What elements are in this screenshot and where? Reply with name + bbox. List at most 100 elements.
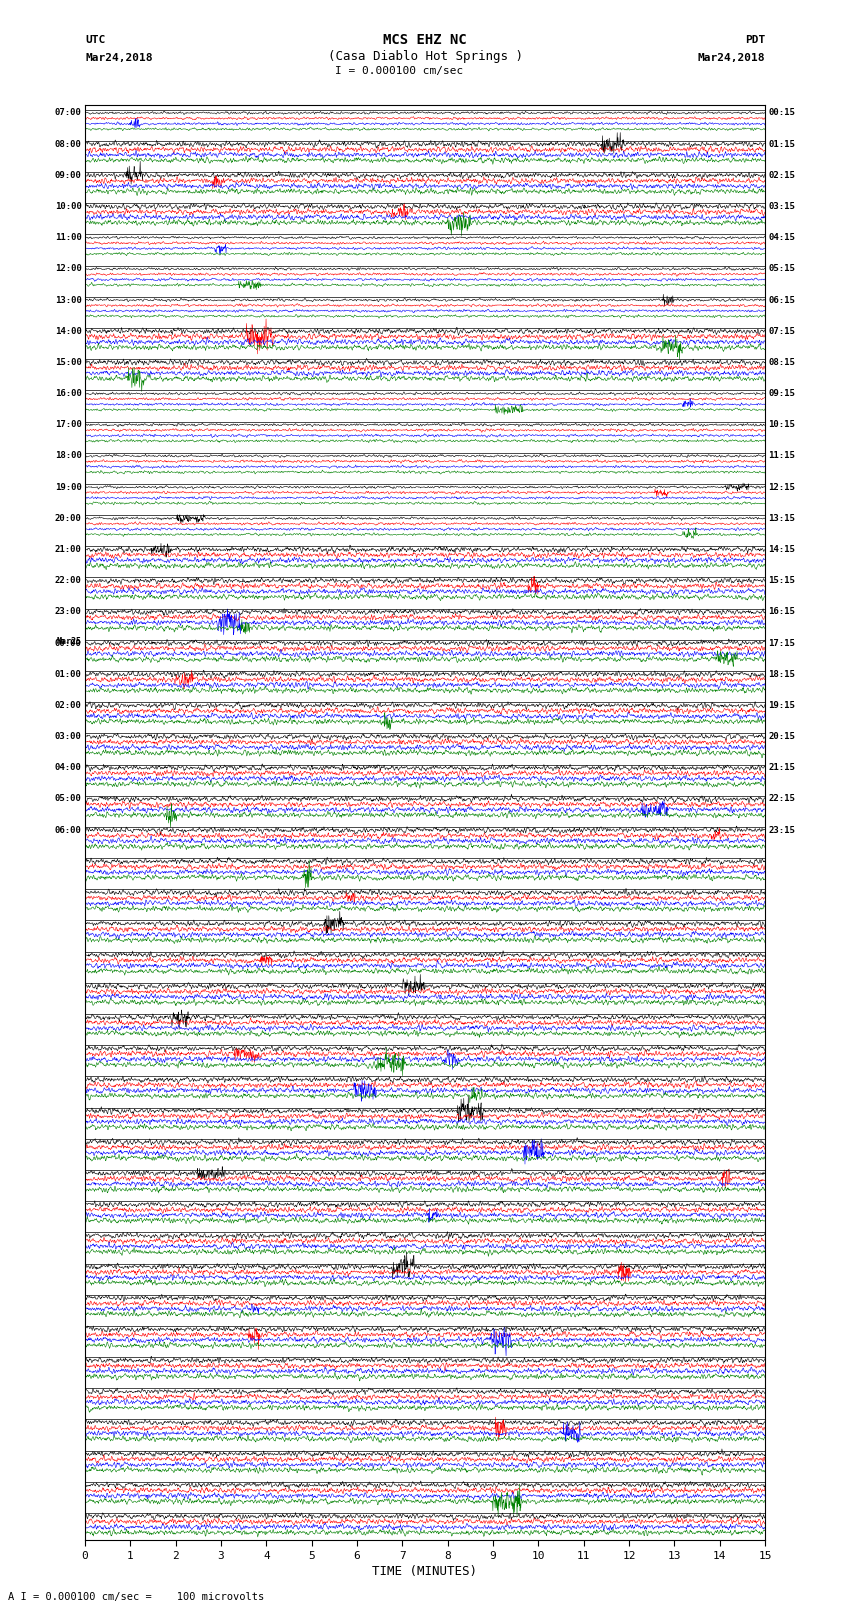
Text: (Casa Diablo Hot Springs ): (Casa Diablo Hot Springs ) — [327, 50, 523, 63]
Text: 04:15: 04:15 — [768, 234, 796, 242]
Text: 01:00: 01:00 — [54, 669, 82, 679]
Text: 09:00: 09:00 — [54, 171, 82, 179]
Text: 10:00: 10:00 — [54, 202, 82, 211]
Text: 01:15: 01:15 — [768, 140, 796, 148]
Text: 10:15: 10:15 — [768, 421, 796, 429]
Bar — [85, 1442, 765, 1452]
Text: 23:00: 23:00 — [54, 608, 82, 616]
Text: 07:00: 07:00 — [54, 108, 82, 118]
Bar — [85, 226, 765, 235]
Bar — [85, 444, 765, 453]
Text: 00:00: 00:00 — [54, 639, 82, 647]
Text: 05:00: 05:00 — [54, 795, 82, 803]
Bar — [85, 600, 765, 610]
Text: 15:15: 15:15 — [768, 576, 796, 586]
Text: 22:15: 22:15 — [768, 795, 796, 803]
Text: 18:15: 18:15 — [768, 669, 796, 679]
Text: 03:00: 03:00 — [54, 732, 82, 740]
Text: 09:15: 09:15 — [768, 389, 796, 398]
Bar — [85, 944, 765, 952]
Text: 20:00: 20:00 — [54, 515, 82, 523]
Text: PDT: PDT — [745, 35, 765, 45]
Bar — [85, 756, 765, 765]
Bar — [85, 631, 765, 640]
Bar — [85, 476, 765, 484]
Text: 19:15: 19:15 — [768, 702, 796, 710]
Bar — [85, 569, 765, 577]
Text: UTC: UTC — [85, 35, 105, 45]
Text: 12:00: 12:00 — [54, 265, 82, 273]
Bar — [85, 1161, 765, 1171]
Bar — [85, 350, 765, 360]
Bar — [85, 1379, 765, 1389]
Text: 21:00: 21:00 — [54, 545, 82, 553]
Bar — [85, 382, 765, 390]
Text: 13:00: 13:00 — [54, 295, 82, 305]
Text: 07:15: 07:15 — [768, 327, 796, 336]
Bar — [85, 1255, 765, 1265]
Bar — [85, 537, 765, 547]
Bar — [85, 694, 765, 703]
Text: 00:15: 00:15 — [768, 108, 796, 118]
Bar — [85, 1224, 765, 1232]
Text: A I = 0.000100 cm/sec =    100 microvolts: A I = 0.000100 cm/sec = 100 microvolts — [8, 1592, 264, 1602]
Text: 22:00: 22:00 — [54, 576, 82, 586]
Text: 13:15: 13:15 — [768, 515, 796, 523]
Text: 18:00: 18:00 — [54, 452, 82, 460]
Bar — [85, 1473, 765, 1482]
Text: 20:15: 20:15 — [768, 732, 796, 740]
Text: 15:00: 15:00 — [54, 358, 82, 366]
Bar — [85, 256, 765, 266]
Text: 14:15: 14:15 — [768, 545, 796, 553]
Text: 23:15: 23:15 — [768, 826, 796, 834]
Bar — [85, 1005, 765, 1015]
Text: 05:15: 05:15 — [768, 265, 796, 273]
Text: 14:00: 14:00 — [54, 327, 82, 336]
Text: 11:15: 11:15 — [768, 452, 796, 460]
Text: 03:15: 03:15 — [768, 202, 796, 211]
Text: 19:00: 19:00 — [54, 482, 82, 492]
X-axis label: TIME (MINUTES): TIME (MINUTES) — [372, 1565, 478, 1578]
Text: 16:15: 16:15 — [768, 608, 796, 616]
Bar — [85, 506, 765, 516]
Text: Mar25: Mar25 — [57, 637, 82, 645]
Bar — [85, 663, 765, 671]
Bar — [85, 881, 765, 890]
Bar — [85, 319, 765, 329]
Bar — [85, 195, 765, 203]
Text: 02:00: 02:00 — [54, 702, 82, 710]
Bar — [85, 1098, 765, 1108]
Bar — [85, 132, 765, 142]
Bar — [85, 1068, 765, 1077]
Bar — [85, 1131, 765, 1139]
Bar — [85, 1192, 765, 1202]
Bar — [85, 974, 765, 984]
Text: I = 0.000100 cm/sec: I = 0.000100 cm/sec — [336, 66, 463, 76]
Text: 21:15: 21:15 — [768, 763, 796, 773]
Bar — [85, 1503, 765, 1513]
Text: 16:00: 16:00 — [54, 389, 82, 398]
Bar — [85, 850, 765, 858]
Bar — [85, 911, 765, 921]
Bar — [85, 1286, 765, 1295]
Text: 06:00: 06:00 — [54, 826, 82, 834]
Text: 04:00: 04:00 — [54, 763, 82, 773]
Bar — [85, 1318, 765, 1326]
Bar — [85, 724, 765, 734]
Text: 17:15: 17:15 — [768, 639, 796, 647]
Text: 17:00: 17:00 — [54, 421, 82, 429]
Bar — [85, 818, 765, 827]
Text: 02:15: 02:15 — [768, 171, 796, 179]
Bar — [85, 1410, 765, 1419]
Bar — [85, 289, 765, 297]
Bar — [85, 413, 765, 423]
Text: 08:15: 08:15 — [768, 358, 796, 366]
Bar — [85, 163, 765, 173]
Text: Mar24,2018: Mar24,2018 — [85, 53, 152, 63]
Text: Mar24,2018: Mar24,2018 — [698, 53, 765, 63]
Bar — [85, 787, 765, 797]
Bar — [85, 1037, 765, 1045]
Text: 08:00: 08:00 — [54, 140, 82, 148]
Bar — [85, 1348, 765, 1358]
Text: MCS EHZ NC: MCS EHZ NC — [383, 34, 467, 47]
